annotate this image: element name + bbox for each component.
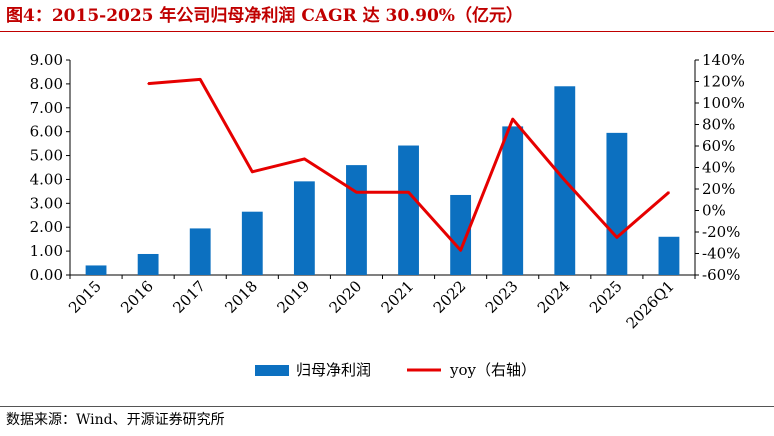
x-axis-tick-label: 2015	[65, 277, 105, 317]
x-axis-tick-label: 2021	[378, 277, 418, 317]
bar	[189, 228, 211, 275]
yoy-point	[616, 236, 618, 239]
right-axis-tick-label: 60%	[702, 137, 735, 155]
x-axis-tick-label: 2026Q1	[623, 277, 678, 332]
yoy-point	[355, 191, 358, 194]
right-axis-tick-label: 120%	[702, 73, 745, 91]
yoy-point	[251, 171, 254, 173]
left-axis-tick-label: 3.00	[30, 194, 63, 212]
chart: 0.00 1.00 2.00 3.00 4.00 5.00 6.00 7.00 8.00 9.00…	[30, 51, 745, 379]
left-axis-tick-label: 7.00	[30, 99, 63, 117]
bar	[241, 211, 263, 275]
bar	[346, 165, 367, 275]
x-axis-tick-label: 2022	[430, 277, 470, 317]
x-axis-tick-label: 2017	[169, 277, 209, 317]
right-axis-tick-label: -20%	[702, 223, 740, 241]
right-axis-tick-label: 20%	[702, 180, 735, 198]
x-axis-tick-label: 2024	[534, 277, 574, 317]
x-axis-tick-label: 2018	[221, 277, 261, 317]
bar	[398, 145, 419, 275]
right-axis-tick-label: 40%	[702, 159, 735, 177]
x-axis-tick-label: 2019	[273, 277, 313, 317]
figure-title: 图4：2015-2025 年公司归母净利润 CAGR 达 30.90%（亿元）	[6, 6, 523, 26]
legend-bar-swatch	[255, 365, 289, 376]
left-axis-tick-label: 9.00	[30, 51, 63, 69]
yoy-point	[147, 82, 149, 85]
yoy-point	[563, 179, 566, 182]
left-axis-tick-label: 6.00	[30, 123, 63, 141]
right-axis-tick-label: -40%	[702, 245, 740, 263]
yoy-point	[303, 158, 306, 160]
legend-line-label: yoy（右轴）	[449, 361, 536, 379]
left-axis-tick-label: 5.00	[30, 147, 63, 165]
bar	[137, 253, 159, 275]
source-rule	[0, 406, 774, 407]
left-axis-tick-label: 1.00	[30, 242, 63, 260]
right-axis-tick-label: 80%	[702, 116, 735, 134]
yoy-point	[407, 191, 410, 194]
bar	[606, 132, 628, 275]
bar	[658, 236, 680, 275]
left-axis-tick-label: 8.00	[30, 75, 63, 93]
x-axis-tick-label: 2020	[326, 277, 366, 317]
right-axis-tick-label: 100%	[702, 94, 745, 112]
right-axis-tick-label: -60%	[702, 266, 740, 284]
yoy-point	[199, 78, 202, 81]
source-note: 数据来源：Wind、开源证券研究所	[6, 412, 225, 428]
left-axis-tick-label: 0.00	[30, 266, 63, 284]
x-axis-tick-label: 2016	[117, 277, 157, 317]
bar	[502, 126, 524, 276]
title-rule	[0, 31, 774, 32]
yoy-point	[459, 249, 462, 252]
bar	[293, 181, 315, 275]
left-axis-tick-label: 2.00	[30, 218, 63, 236]
bar	[85, 265, 107, 275]
left-axis-tick-label: 4.00	[30, 170, 63, 188]
right-axis-tick-label: 140%	[702, 51, 745, 69]
yoy-point	[668, 191, 670, 194]
x-axis-tick-label: 2025	[586, 277, 626, 317]
yoy-point	[511, 118, 514, 120]
bar	[450, 194, 472, 275]
right-axis-tick-label: 0%	[702, 202, 726, 220]
legend-bar-label: 归母净利润	[296, 361, 371, 379]
x-axis-tick-label: 2023	[482, 277, 522, 317]
